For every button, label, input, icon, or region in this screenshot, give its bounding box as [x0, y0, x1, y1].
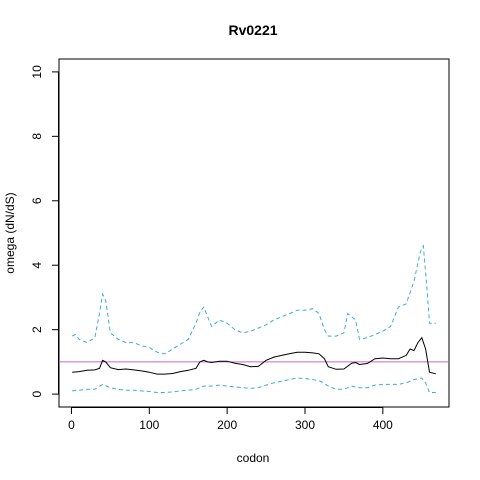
x-axis-label: codon: [237, 451, 270, 465]
chart-title: Rv0221: [228, 22, 277, 38]
y-tick-label-2: 2: [30, 326, 44, 333]
series-line-omega: [72, 336, 436, 375]
series-line-upper-bound: [71, 244, 436, 355]
x-tick-label-300: 300: [295, 418, 315, 432]
x-tick-label-100: 100: [139, 418, 159, 432]
y-tick-label-8: 8: [30, 133, 44, 140]
y-tick-label-0: 0: [30, 390, 44, 397]
y-tick-label-10: 10: [30, 65, 44, 79]
y-tick-label-4: 4: [30, 262, 44, 269]
series-line-lower-bound: [72, 377, 436, 393]
y-axis-label: omega (dN/dS): [3, 192, 17, 273]
x-tick-label-400: 400: [373, 418, 393, 432]
x-tick-label-200: 200: [217, 418, 237, 432]
x-tick-label-0: 0: [68, 418, 75, 432]
y-tick-label-6: 6: [30, 197, 44, 204]
plot-area: 0 100 200 300 400 0 2 4 6 8 10: [30, 58, 450, 432]
